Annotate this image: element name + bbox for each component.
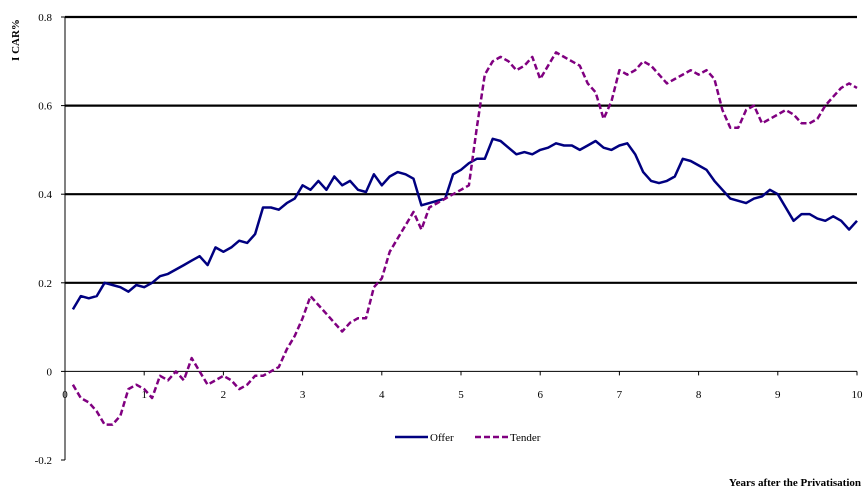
x-tick-label: 3 <box>300 389 306 401</box>
x-tick-label: 1 <box>141 389 147 401</box>
series-lines <box>71 51 858 426</box>
legend-offer-label: Offer <box>430 432 454 444</box>
y-tick-label: 0.2 <box>38 278 52 290</box>
legend: Offer Tender <box>395 432 541 444</box>
x-tick-label: 5 <box>458 389 464 401</box>
x-axis-tick-labels: 0 1 2 3 4 5 6 7 8 9 10 <box>62 371 863 401</box>
y-tick-label: 0.8 <box>38 12 52 24</box>
y-axis-title: I CAR% <box>10 19 22 61</box>
x-tick-label: 6 <box>537 389 543 401</box>
x-tick-label: 10 <box>852 389 864 401</box>
y-tick-label: 0.4 <box>38 189 52 201</box>
x-axis-title: Years after the Privatisation <box>729 477 861 489</box>
x-tick-label: 7 <box>617 389 623 401</box>
y-axis-tick-labels: -0.2 0 0.2 0.4 0.6 0.8 <box>35 12 65 467</box>
series-line-tender <box>71 51 858 426</box>
x-tick-label: 9 <box>775 389 781 401</box>
series-line-offer <box>71 137 858 311</box>
y-tick-label: 0 <box>47 366 53 378</box>
legend-tender-label: Tender <box>510 432 541 444</box>
x-tick-label: 8 <box>696 389 702 401</box>
y-tick-label: 0.6 <box>38 101 52 113</box>
y-tick-label: -0.2 <box>35 455 52 467</box>
gridlines <box>65 15 857 284</box>
x-tick-label: 4 <box>379 389 385 401</box>
x-tick-label: 2 <box>221 389 227 401</box>
x-tick-label: 0 <box>62 389 68 401</box>
